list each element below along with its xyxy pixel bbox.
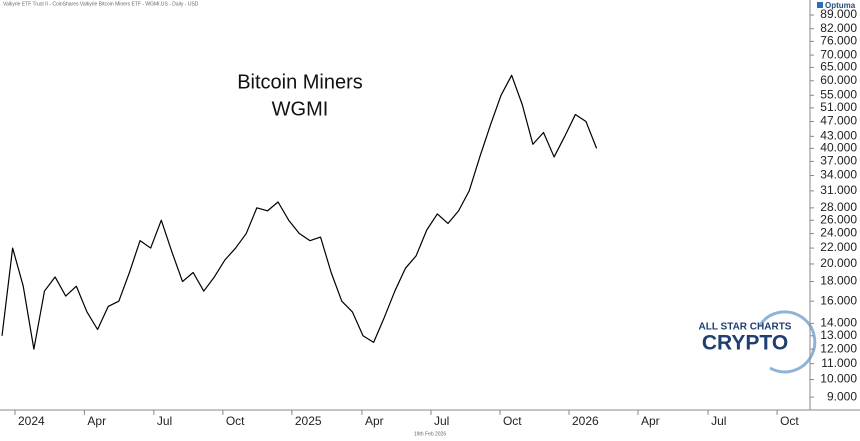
y-tick-label: 60.000 [820, 73, 857, 87]
x-tick-label: 2024 [18, 414, 45, 428]
y-tick-label: 18.000 [820, 274, 857, 288]
y-tick-label: 22.000 [820, 240, 857, 254]
y-tick-label: 51.000 [820, 100, 857, 114]
source-icon [817, 2, 823, 8]
y-tick-label: 55.000 [820, 87, 857, 101]
y-tick-label: 24.000 [820, 226, 857, 240]
y-tick-label: 13.000 [820, 328, 857, 342]
price-line [1, 74, 598, 350]
y-tick-label: 43.000 [820, 129, 857, 143]
x-tick-label: Jul [434, 414, 449, 428]
y-tick-label: 9.000 [827, 389, 857, 403]
footnote: 19th Feb 2026 [414, 431, 446, 437]
source: Optuma [825, 1, 856, 10]
x-tick-label: 2026 [572, 414, 599, 428]
y-tick-label: 37.000 [820, 154, 857, 168]
x-tick-label: Oct [226, 414, 245, 428]
logo-top: ALL STAR CHARTS [699, 322, 792, 333]
chart-subtitle: Valkyrie ETF Trust II - CoinShares Valky… [3, 1, 199, 7]
y-tick-label: 82.000 [820, 21, 857, 35]
y-tick-label: 26.000 [820, 212, 857, 226]
logo-bottom: CRYPTO [702, 332, 788, 355]
logo: ALL STAR CHARTS CRYPTO [699, 310, 817, 374]
x-tick-label: Jul [711, 414, 726, 428]
annotation: Bitcoin Miners [237, 71, 363, 93]
x-tick-label: Oct [503, 414, 522, 428]
y-tick-label: 31.000 [820, 183, 857, 197]
x-tick-label: Oct [780, 414, 799, 428]
y-tick-label: 76.000 [820, 34, 857, 48]
y-tick-label: 12.000 [820, 341, 857, 355]
y-tick-label: 11.000 [821, 356, 857, 370]
y-tick-label: 10.000 [820, 372, 857, 386]
x-tick-label: 2025 [295, 414, 322, 428]
logo-arc [758, 310, 817, 374]
y-tick-label: 14.000 [820, 316, 857, 330]
y-tick-label: 34.000 [820, 168, 857, 182]
y-tick-label: 16.000 [820, 293, 857, 307]
y-tick-label: 70.000 [820, 47, 857, 61]
y-tick-label: 65.000 [820, 60, 857, 74]
x-tick-label: Apr [365, 414, 384, 428]
y-tick-label: 47.000 [820, 114, 857, 128]
x-tick-label: Apr [641, 414, 660, 428]
y-tick-label: 20.000 [820, 256, 857, 270]
annotation: WGMI [272, 98, 329, 120]
x-tick-label: Apr [87, 414, 106, 428]
y-tick-label: 40.000 [820, 141, 857, 155]
x-tick-label: Jul [157, 414, 172, 428]
y-tick-label: 89.000 [820, 7, 857, 21]
y-tick-label: 28.000 [820, 200, 857, 214]
